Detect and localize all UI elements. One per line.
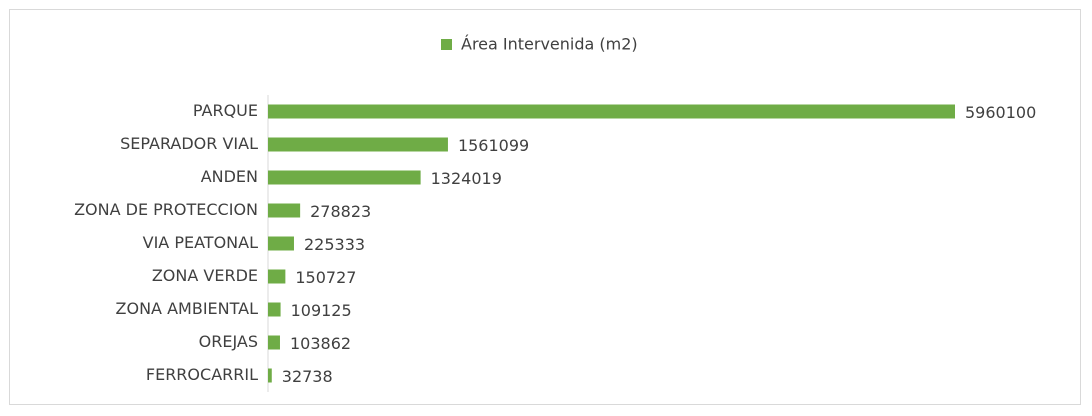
data-label: 225333 — [304, 235, 365, 254]
data-label: 5960100 — [965, 103, 1036, 122]
chart-frame — [9, 9, 1081, 405]
data-label: 150727 — [295, 268, 356, 287]
bar — [268, 104, 955, 119]
data-label: 109125 — [291, 301, 352, 320]
bar — [268, 335, 280, 350]
bar — [268, 269, 286, 284]
bar — [268, 170, 421, 185]
y-tick-label: VIA PEATONAL — [143, 233, 258, 252]
bar — [268, 302, 281, 317]
y-tick-label: ANDEN — [201, 167, 258, 186]
y-tick-label: ZONA AMBIENTAL — [116, 299, 259, 318]
y-tick-label: PARQUE — [193, 101, 258, 120]
y-tick-label: ZONA VERDE — [152, 266, 258, 285]
y-tick-label: OREJAS — [199, 332, 258, 351]
bar — [268, 137, 448, 152]
bar — [268, 368, 272, 383]
y-tick-label: ZONA DE PROTECCION — [74, 200, 258, 219]
data-label: 103862 — [290, 334, 351, 353]
bar — [268, 203, 301, 218]
data-label: 1324019 — [431, 169, 502, 188]
bar — [268, 236, 294, 251]
legend-swatch — [441, 39, 452, 50]
data-label: 32738 — [282, 367, 333, 386]
y-tick-label: SEPARADOR VIAL — [120, 134, 258, 153]
y-tick-label: FERROCARRIL — [146, 365, 258, 384]
legend-label: Área Intervenida (m2) — [461, 35, 638, 54]
data-label: 278823 — [310, 202, 371, 221]
data-label: 1561099 — [458, 136, 529, 155]
